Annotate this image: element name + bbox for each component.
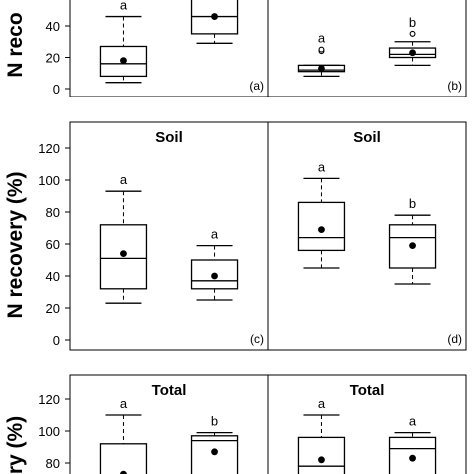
mean-point: [211, 272, 218, 280]
y-tick-label: 100: [38, 173, 60, 188]
significance-letter: a: [318, 159, 326, 174]
mean-point: [120, 470, 127, 474]
significance-letter: a: [211, 227, 219, 242]
mean-point: [318, 65, 325, 72]
y-tick-label: 100: [38, 424, 60, 439]
y-tick-label: 0: [53, 82, 60, 97]
panel-letter: (d): [447, 332, 462, 346]
significance-letter: a: [409, 414, 417, 429]
mean-point: [120, 250, 127, 257]
mean-point: [120, 57, 127, 65]
panel-title: Total: [152, 382, 187, 399]
panel-frame: [69, 0, 269, 97]
y-axis-label-bottom: ry (%): [4, 416, 27, 474]
significance-letter: a: [318, 31, 326, 46]
panel-frame: [69, 121, 269, 351]
panel-4: 80 100 120 Total a b: [38, 374, 269, 474]
significance-letter: a: [318, 396, 326, 411]
mean-point: [409, 49, 416, 57]
mean-point: [318, 456, 325, 464]
mean-point: [409, 242, 416, 250]
y-tick-label: 20: [46, 51, 60, 66]
panel-2: 0 20 40 60 80 100 120 Soil (c) a a: [38, 121, 269, 351]
panel-title: Soil: [353, 129, 381, 146]
y-tick-label: 0: [53, 333, 60, 348]
significance-letter: b: [409, 15, 416, 30]
y-axis-label-middle: N recovery (%): [4, 171, 27, 318]
mean-point: [211, 448, 218, 456]
significance-letter: b: [211, 414, 218, 429]
panel-frame: [267, 0, 467, 97]
significance-letter: a: [120, 172, 128, 187]
panel-1: (b) a b: [267, 0, 467, 97]
mean-point: [409, 454, 416, 462]
box: [297, 436, 346, 474]
panel-letter: (c): [250, 332, 264, 346]
box: [190, 435, 239, 474]
outlier-point: [409, 30, 416, 37]
y-tick-label: 40: [46, 269, 60, 284]
mean-point: [318, 226, 325, 234]
panel-letter: (a): [249, 79, 264, 93]
y-axis-label-top: N reco: [4, 12, 27, 77]
panel-letter: (b): [447, 79, 462, 93]
y-tick-label: 120: [38, 141, 60, 156]
box: [297, 201, 346, 252]
panel-frame: [267, 374, 467, 474]
y-tick-label: 20: [46, 301, 60, 316]
panel-title: Total: [350, 382, 385, 399]
box: [99, 443, 148, 474]
outlier-point: [318, 46, 325, 53]
panel-title: Soil: [155, 129, 183, 146]
panel-3: Soil (d) a b: [267, 121, 467, 351]
significance-letter: a: [120, 396, 128, 411]
significance-letter: b: [409, 196, 416, 211]
y-tick-label: 80: [46, 456, 60, 471]
panel-0: 0 20 40 (a) a: [46, 0, 269, 97]
panel-5: Total a a: [267, 374, 467, 474]
y-tick-label: 120: [38, 392, 60, 407]
y-tick-label: 40: [46, 19, 60, 34]
mean-point: [211, 13, 218, 20]
significance-letter: a: [120, 0, 128, 13]
y-tick-label: 60: [46, 237, 60, 252]
panel-frame: [267, 121, 467, 351]
y-tick-label: 80: [46, 205, 60, 220]
